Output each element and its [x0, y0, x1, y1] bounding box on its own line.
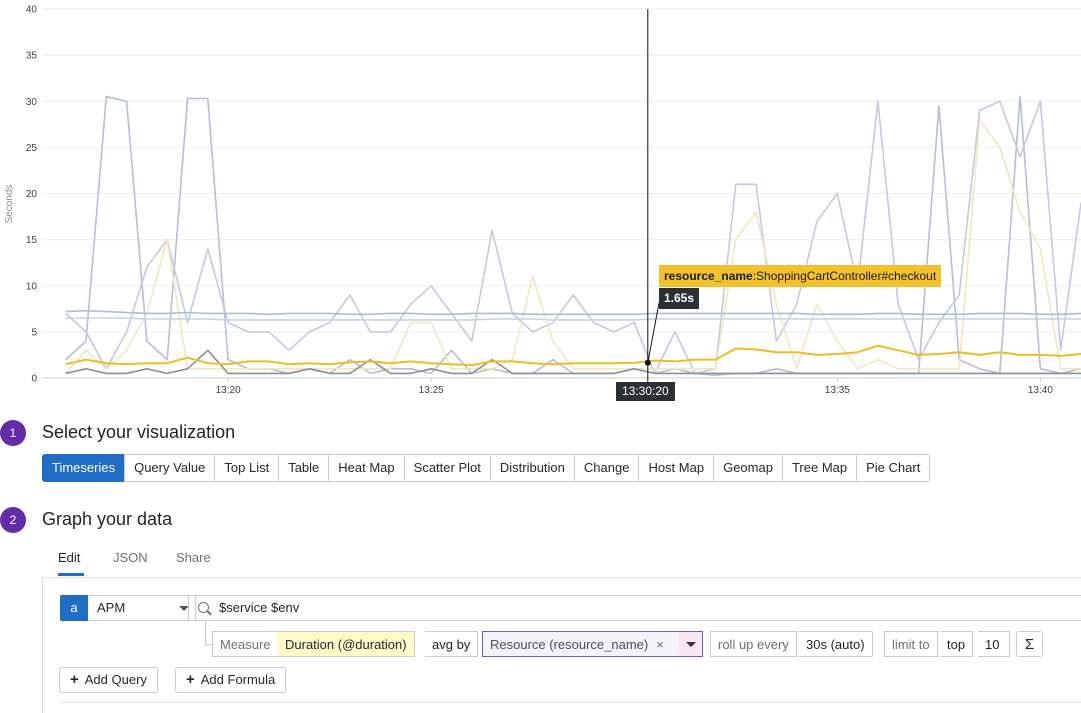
visualization-selector: Timeseries Query Value Top List Table Heat M…	[42, 454, 931, 482]
step-number-2: 2	[0, 507, 26, 533]
search-icon	[198, 602, 209, 613]
series-line	[65, 100, 1081, 375]
step-number-1: 1	[0, 420, 26, 446]
viz-option-host-map[interactable]: Host Map	[638, 454, 715, 482]
source-select-value: APM	[97, 600, 126, 615]
y-tick-label: 30	[26, 97, 38, 108]
x-tick-label: 13:25	[419, 385, 444, 396]
tooltip-resource-key: resource_name	[664, 269, 753, 283]
tab-share[interactable]: Share	[176, 550, 211, 565]
aggregation-select[interactable]: avg by	[425, 631, 479, 657]
y-tick-label: 35	[26, 51, 38, 62]
y-tick-label: 10	[26, 281, 38, 292]
query-letter[interactable]: a	[60, 595, 88, 621]
viz-option-top-list[interactable]: Top List	[214, 454, 280, 482]
editor-tabs: Edit JSON Share	[42, 545, 1081, 578]
add-query-button[interactable]: + Add Query	[59, 667, 158, 693]
y-tick-label: 25	[26, 143, 38, 154]
tooltip-resource-value: :ShoppingCartController#checkout	[752, 269, 937, 283]
tooltip-leader	[647, 302, 660, 363]
highlight-point	[644, 359, 651, 366]
series-line	[65, 317, 1081, 321]
rollup-select[interactable]: 30s (auto)	[799, 631, 873, 657]
viz-option-pie-chart[interactable]: Pie Chart	[856, 454, 931, 482]
add-query-label: Add Query	[84, 672, 147, 687]
divider	[60, 702, 1081, 703]
viz-option-geomap[interactable]: Geomap	[713, 454, 783, 482]
tooltip-time: 13:30:20	[616, 382, 675, 401]
limit-direction-select[interactable]: top	[940, 631, 974, 657]
viz-option-scatter-plot[interactable]: Scatter Plot	[403, 454, 491, 482]
tooltip-value: 1.65s	[659, 288, 700, 309]
timeseries-chart[interactable]: 0 5 10 15 20 25 30 35 40 Seconds 13:20 13:25 13:35 13…	[0, 0, 1081, 402]
plus-icon: +	[70, 671, 79, 688]
viz-option-table[interactable]: Table	[278, 454, 330, 482]
tab-active-indicator	[58, 573, 84, 576]
step-title-visualization: Select your visualization	[42, 422, 236, 442]
x-tick-label: 13:35	[825, 385, 850, 396]
chevron-down-icon	[179, 606, 189, 611]
function-sigma-icon[interactable]: Σ	[1016, 631, 1043, 657]
limit-count-input[interactable]: 10	[978, 631, 1010, 657]
tooltip-resource: resource_name:ShoppingCartController#che…	[659, 265, 942, 287]
add-formula-button[interactable]: + Add Formula	[175, 667, 287, 693]
y-tick-label: 20	[26, 189, 38, 200]
series-line	[65, 344, 1081, 367]
x-tick-label: 13:40	[1028, 385, 1053, 396]
series-line	[65, 349, 1081, 375]
group-by-select[interactable]: Resource (resource_name) ×	[482, 631, 680, 657]
viz-option-query-value[interactable]: Query Value	[124, 454, 216, 482]
x-tick-label: 13:20	[216, 385, 241, 396]
tab-json[interactable]: JSON	[113, 550, 148, 565]
group-by-value: Resource (resource_name)	[490, 637, 649, 652]
step-title-graph: Graph your data	[42, 509, 173, 529]
series-line	[65, 95, 1081, 376]
query-connector	[205, 621, 214, 645]
add-formula-label: Add Formula	[200, 672, 276, 687]
chart-canvas[interactable]: 0 5 10 15 20 25 30 35 40 Seconds 13:20 13:25 13:35 13…	[0, 0, 1081, 402]
plus-icon: +	[186, 671, 195, 688]
close-icon[interactable]: ×	[656, 637, 664, 652]
search-input-value: $service $env	[219, 600, 300, 615]
series-line	[65, 118, 1081, 374]
y-tick-label: 5	[31, 327, 37, 338]
measure-select[interactable]: Duration (@duration)	[278, 631, 415, 657]
viz-option-change[interactable]: Change	[573, 454, 640, 482]
series-line	[65, 309, 1081, 316]
limit-label: limit to	[884, 631, 938, 657]
search-input[interactable]: $service $env	[188, 595, 1081, 621]
y-axis-title: Seconds	[4, 185, 15, 224]
tab-edit[interactable]: Edit	[58, 550, 81, 565]
viz-option-tree-map[interactable]: Tree Map	[781, 454, 858, 482]
y-tick-label: 40	[26, 5, 38, 16]
measure-label: Measure	[212, 631, 279, 657]
rollup-label: roll up every	[710, 631, 797, 657]
y-tick-label: 0	[31, 374, 37, 385]
viz-option-timeseries[interactable]: Timeseries	[42, 454, 126, 482]
group-by-dropdown-button[interactable]	[679, 631, 703, 657]
y-tick-label: 15	[26, 235, 38, 246]
viz-option-distribution[interactable]: Distribution	[489, 454, 575, 482]
source-select[interactable]: APM	[88, 595, 196, 621]
viz-option-heat-map[interactable]: Heat Map	[328, 454, 405, 482]
